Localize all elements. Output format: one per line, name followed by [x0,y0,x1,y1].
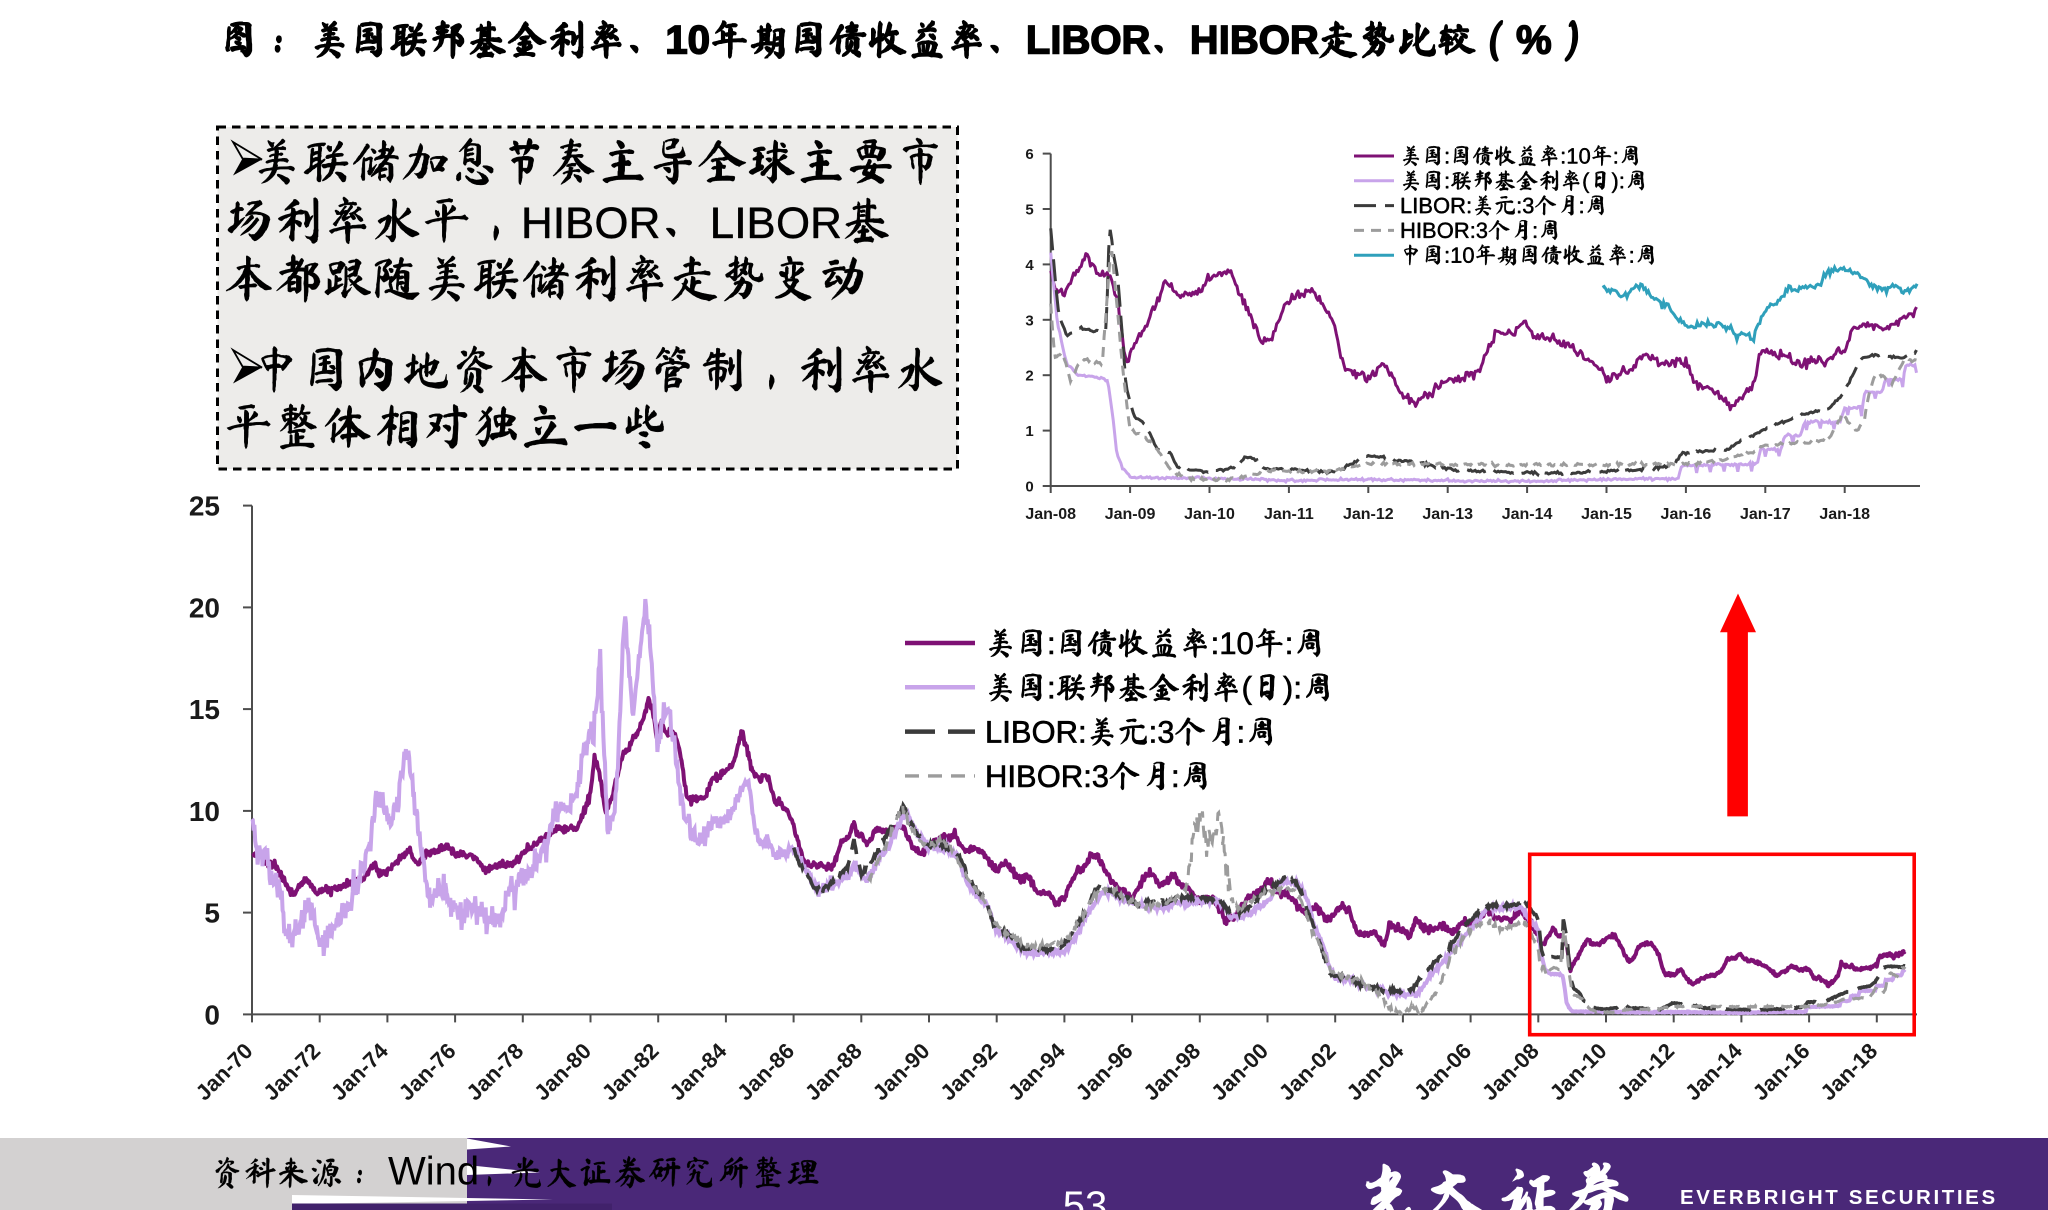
svg-text:25: 25 [189,491,220,522]
svg-text:Jan-10: Jan-10 [1184,506,1235,523]
svg-text:10: 10 [189,796,220,827]
svg-text:3: 3 [1025,312,1033,329]
svg-text:Jan-90: Jan-90 [868,1038,935,1105]
svg-text:Jan-16: Jan-16 [1661,506,1712,523]
svg-text:Jan-84: Jan-84 [664,1038,732,1106]
svg-text:1: 1 [1025,423,1033,440]
svg-text:Jan-12: Jan-12 [1343,506,1394,523]
svg-text:Jan-18: Jan-18 [1819,506,1870,523]
svg-text:0: 0 [204,999,220,1030]
svg-text:53: 53 [1063,1184,1108,1210]
svg-text:4: 4 [1025,257,1034,274]
svg-text:Jan-17: Jan-17 [1740,506,1791,523]
svg-text:Wind: Wind [388,1150,479,1194]
svg-text:Jan-16: Jan-16 [1748,1038,1815,1105]
svg-text:Jan-78: Jan-78 [461,1038,528,1105]
svg-text:Jan-88: Jan-88 [800,1038,867,1105]
svg-text:20: 20 [189,592,220,623]
svg-text:Jan-74: Jan-74 [326,1038,394,1106]
svg-text:Jan-04: Jan-04 [1341,1038,1409,1106]
svg-text:Jan-10: Jan-10 [1545,1038,1612,1105]
svg-text:5: 5 [204,898,220,929]
svg-text:Jan-86: Jan-86 [732,1038,799,1105]
svg-text:Jan-08: Jan-08 [1025,506,1076,523]
svg-text:Jan-14: Jan-14 [1502,506,1553,523]
svg-text:Jan-70: Jan-70 [191,1038,258,1105]
svg-text:Jan-02: Jan-02 [1274,1038,1341,1105]
svg-text:Jan-82: Jan-82 [597,1038,664,1105]
svg-text:Jan-94: Jan-94 [1003,1038,1071,1106]
svg-text:2: 2 [1025,368,1033,385]
svg-text:Jan-14: Jan-14 [1680,1038,1748,1106]
svg-text:Jan-12: Jan-12 [1612,1038,1679,1105]
svg-text:Jan-15: Jan-15 [1581,506,1632,523]
svg-text:EVERBRIGHT SECURITIES: EVERBRIGHT SECURITIES [1680,1186,1998,1209]
svg-text:Jan-92: Jan-92 [935,1038,1002,1105]
svg-text:0: 0 [1025,479,1033,496]
svg-text:Jan-72: Jan-72 [258,1038,325,1105]
svg-text:6: 6 [1025,146,1033,163]
svg-text:Jan-13: Jan-13 [1422,506,1473,523]
svg-text:Jan-80: Jan-80 [529,1038,596,1105]
svg-text:Jan-96: Jan-96 [1071,1038,1138,1105]
svg-text:15: 15 [189,694,220,725]
svg-text:Jan-18: Jan-18 [1815,1038,1882,1105]
svg-text:Jan-06: Jan-06 [1409,1038,1476,1105]
svg-text:Jan-11: Jan-11 [1264,506,1314,523]
svg-text:Jan-98: Jan-98 [1138,1038,1205,1105]
svg-text:Jan-09: Jan-09 [1105,506,1156,523]
svg-text:Jan-08: Jan-08 [1477,1038,1544,1105]
svg-text:Jan-00: Jan-00 [1206,1038,1273,1105]
svg-text:5: 5 [1025,202,1033,219]
svg-text:Jan-76: Jan-76 [394,1038,461,1105]
